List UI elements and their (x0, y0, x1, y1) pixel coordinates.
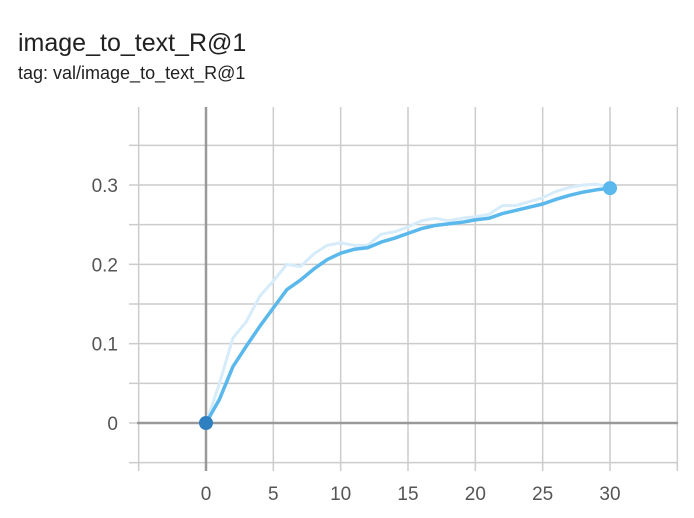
series (199, 181, 617, 430)
x-tick-label: 20 (465, 484, 486, 505)
chart-title: image_to_text_R@1 (18, 29, 247, 57)
y-tick-label: 0.2 (92, 255, 118, 276)
y-tick-label: 0 (107, 414, 118, 435)
x-tick-label: 15 (397, 484, 418, 505)
x-tick-label: 25 (532, 484, 553, 505)
y-tick-label: 0.3 (92, 176, 118, 197)
y-tick-label: 0.1 (92, 335, 118, 356)
smoothed-series-line (204, 186, 611, 424)
axes (137, 107, 678, 471)
x-tick-label: 10 (330, 484, 351, 505)
x-tick-label: 30 (599, 484, 620, 505)
start-point-marker (199, 416, 213, 430)
grid (129, 107, 679, 471)
x-tick-label: 5 (268, 484, 279, 505)
chart-subtitle: tag: val/image_to_text_R@1 (18, 63, 246, 83)
x-tick-label: 0 (201, 484, 212, 505)
raw-series-line (204, 182, 611, 424)
end-point-marker (603, 181, 617, 196)
tick-labels: 0 5 10 15 20 25 30 0 0.1 0.2 0.3 (92, 176, 621, 505)
